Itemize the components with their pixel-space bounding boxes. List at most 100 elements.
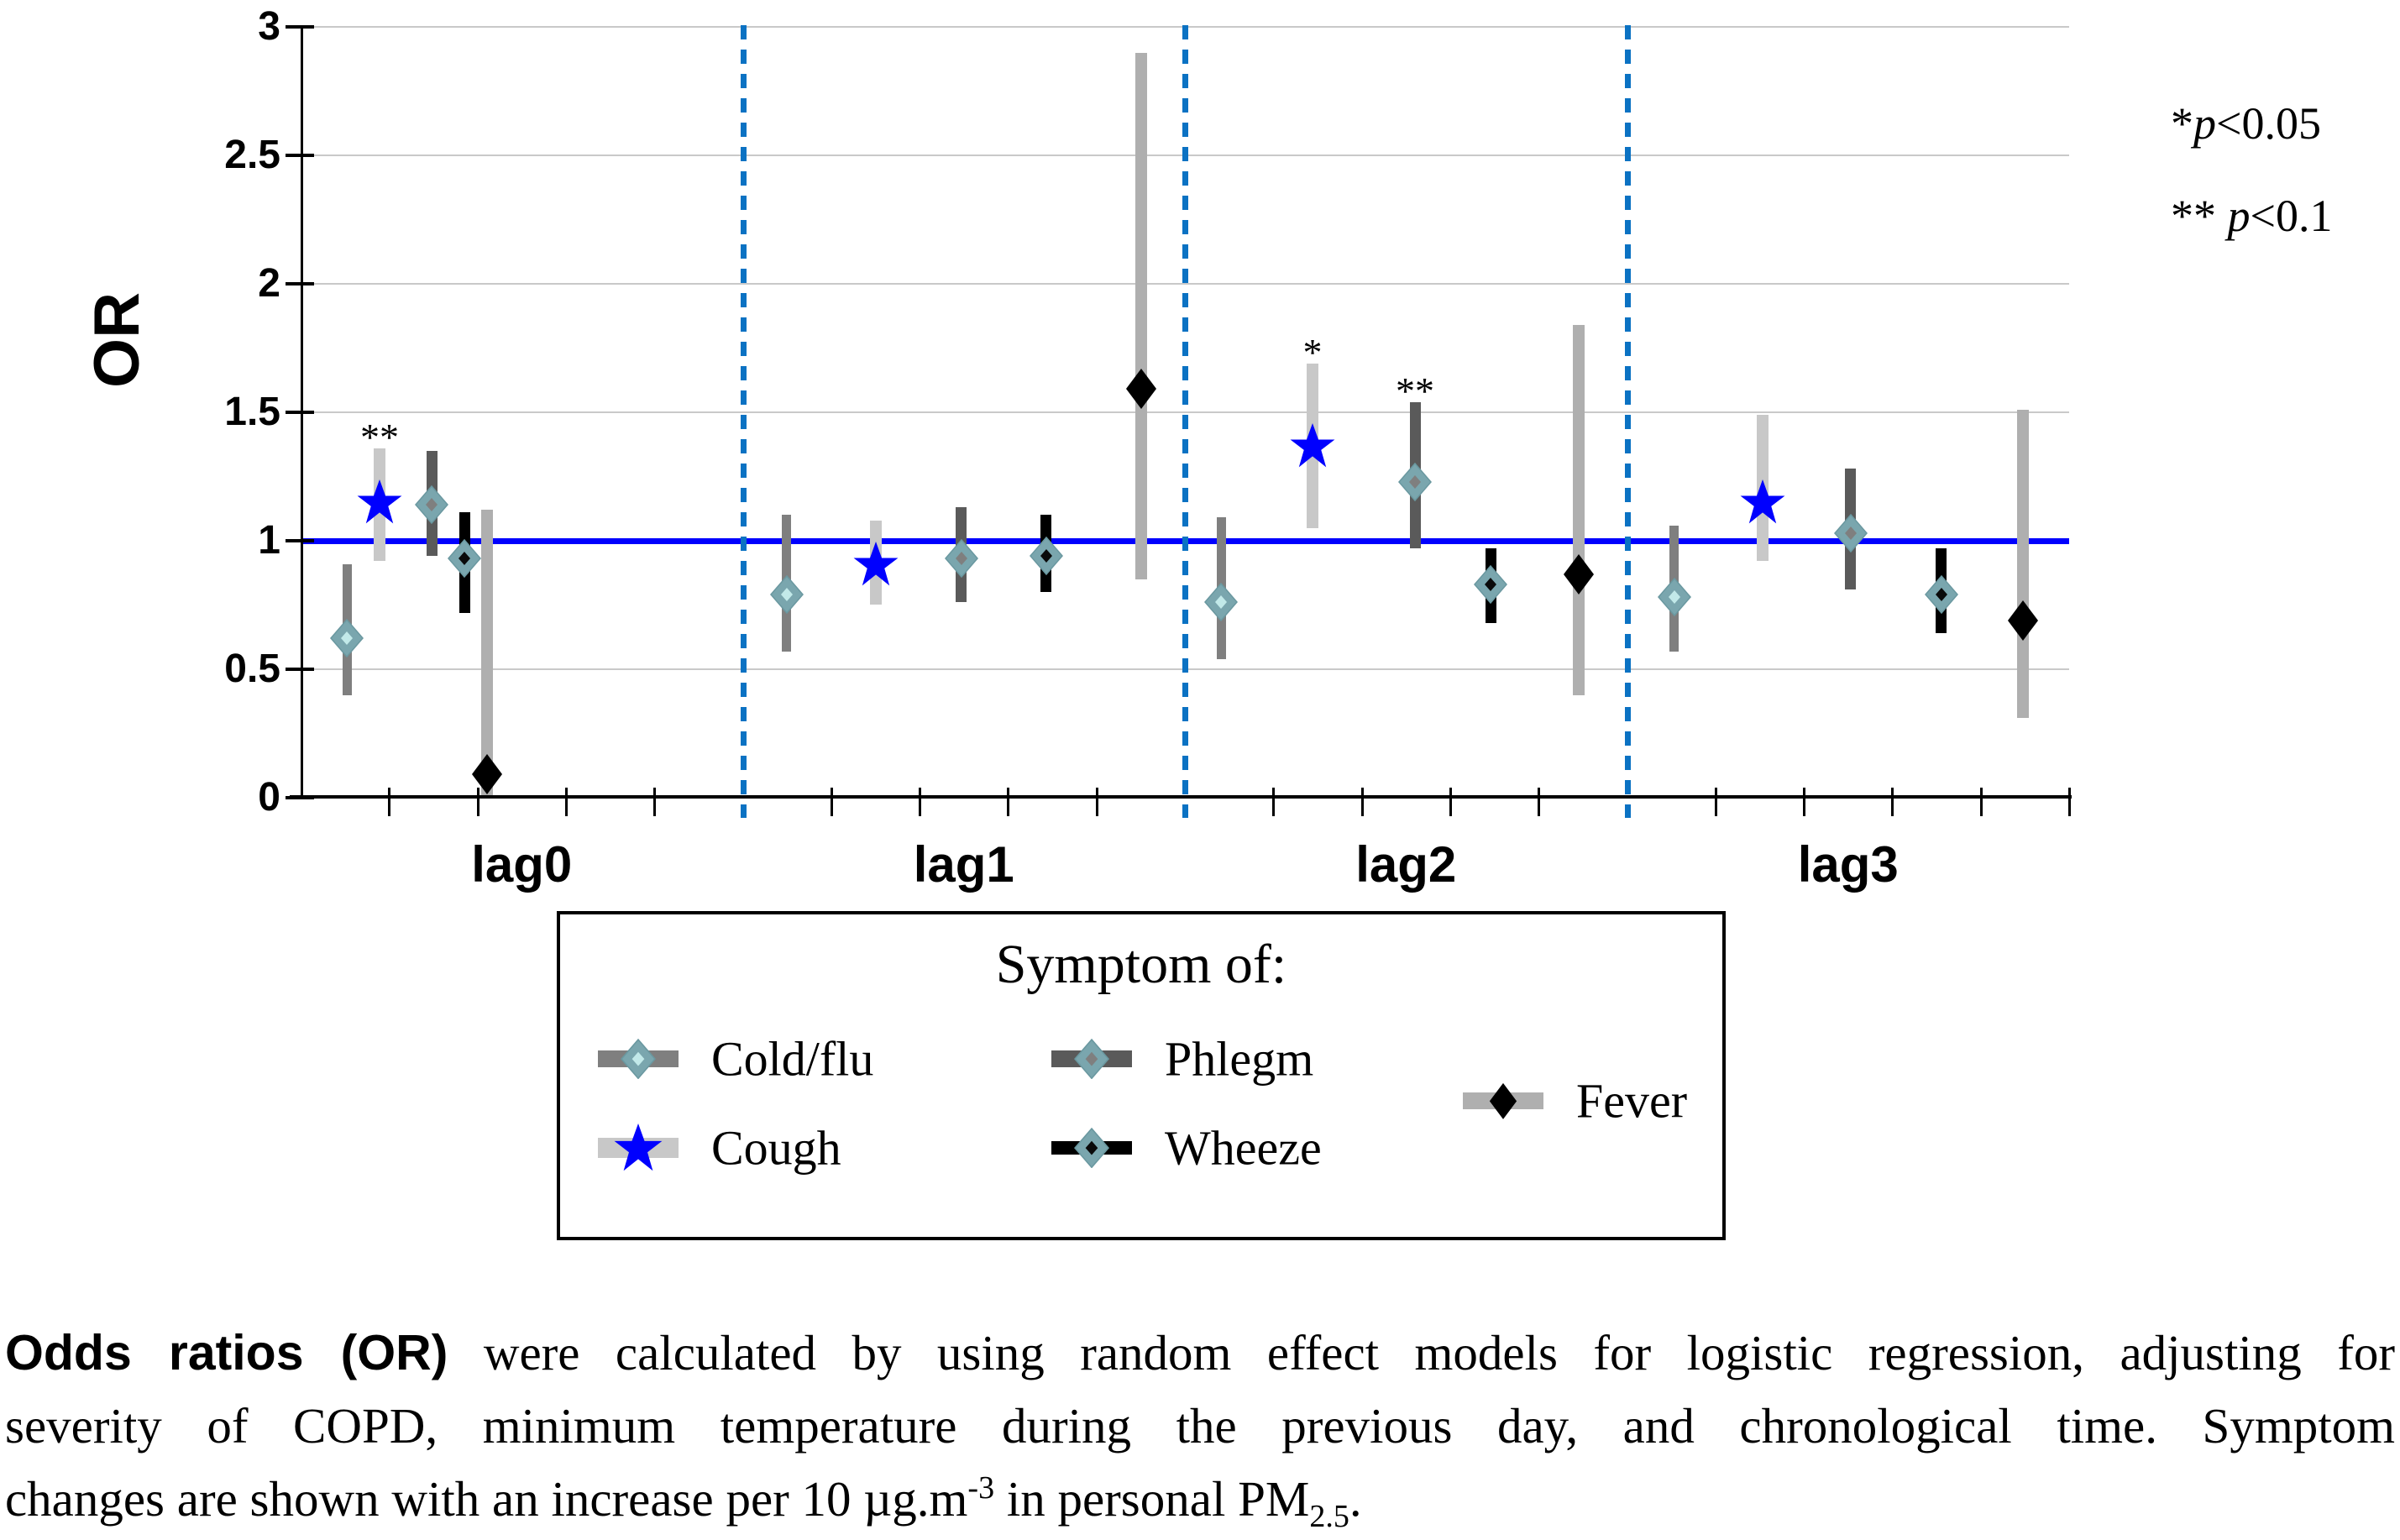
legend-marker-glyph: [1074, 1127, 1109, 1172]
y-axis-tick: [286, 282, 314, 285]
fever-marker-lag0: [471, 753, 503, 799]
x-axis-line: [290, 795, 2072, 799]
y-axis-line: [301, 25, 303, 798]
fever-errorbar-lag1: [1134, 52, 1147, 579]
fever-legend-marker-icon: [1463, 1074, 1543, 1128]
wheeze-marker-lag3: [1924, 575, 1958, 618]
legend-label: Phlegm: [1165, 1031, 1314, 1087]
significance-asterisk-lag2: **: [1396, 369, 1434, 412]
note-threshold: <0.05: [2216, 98, 2321, 149]
legend-box: Symptom of: Cold/flu Cough Phlegm Wheeze Fev…: [557, 911, 1726, 1240]
fever-marker-lag3: [2007, 600, 2039, 646]
legend-marker-glyph: [614, 1124, 663, 1176]
caption-line: severity of COPD, minimum temperature du…: [5, 1398, 2395, 1454]
wheeze-marker-lag0: [448, 539, 481, 582]
phlegm-marker-lag2: [1398, 462, 1432, 505]
fever-marker-lag1: [1125, 368, 1157, 414]
x-group-label-lag0: lag0: [471, 836, 573, 893]
y-axis-tick: [286, 25, 314, 29]
y-tick-label: 0.5: [224, 647, 280, 691]
legend-label: Cough: [711, 1120, 841, 1176]
caption-text: .: [1349, 1471, 1362, 1527]
phlegm-marker-lag0: [415, 485, 448, 528]
caption-superscript: -3: [967, 1470, 995, 1506]
legend-label: Wheeze: [1165, 1120, 1322, 1176]
cold-flu-marker-lag0: [330, 619, 364, 662]
phlegm-legend-marker-icon: [1051, 1032, 1132, 1086]
x-group-label-lag2: lag2: [1355, 836, 1457, 893]
x-axis-tick: [476, 788, 479, 816]
wheeze-legend-marker-icon: [1051, 1121, 1132, 1175]
y-tick-label: 0: [258, 775, 280, 820]
y-axis-tick: [286, 539, 314, 542]
cough-marker-lag3: [1740, 479, 1785, 529]
group-separator-line: [1624, 25, 1631, 818]
legend-marker-glyph: [1489, 1082, 1517, 1124]
x-group-label-lag1: lag1: [913, 836, 1014, 893]
phlegm-marker-lag1: [944, 539, 978, 582]
legend-label: Fever: [1576, 1073, 1688, 1129]
cold-flu-marker-lag3: [1657, 578, 1691, 621]
cough-legend-marker-icon: [598, 1121, 679, 1175]
plot-area: ** * **: [286, 25, 2072, 818]
x-axis-tick: [1803, 788, 1806, 816]
caption-lead: Odds ratios (OR): [5, 1325, 448, 1380]
caption-line: Odds ratios (OR) were calculated by usin…: [5, 1317, 2395, 1390]
x-axis-tick: [1272, 788, 1276, 816]
wheeze-marker-lag2: [1474, 564, 1507, 608]
x-axis-tick: [1979, 788, 1983, 816]
y-axis-tick: [286, 154, 314, 157]
x-axis-tick: [564, 788, 568, 816]
x-axis-tick: [653, 788, 657, 816]
legend-marker-glyph: [1074, 1038, 1109, 1083]
cold-flu-legend-marker-icon: [598, 1032, 679, 1086]
note-p: p: [2193, 98, 2216, 149]
y-axis-tick: [286, 668, 314, 671]
group-separator-line: [740, 25, 747, 818]
x-axis-tick: [1360, 788, 1364, 816]
y-axis-tick: [286, 411, 314, 414]
x-axis-tick: [1891, 788, 1894, 816]
phlegm-marker-lag3: [1833, 513, 1868, 557]
x-axis-tick: [1449, 788, 1452, 816]
figure-caption: Odds ratios (OR) were calculated by usin…: [5, 1317, 2395, 1540]
wheeze-marker-lag1: [1029, 537, 1063, 579]
caption-text: in personal PM: [994, 1471, 1310, 1527]
note-stars: **: [2171, 191, 2228, 241]
caption-text: were calculated by using random effect m…: [448, 1325, 2396, 1380]
x-axis-tick: [1095, 788, 1098, 816]
y-tick-label: 1: [258, 518, 280, 563]
cough-marker-lag2: [1290, 422, 1335, 473]
caption-line: changes are shown with an increase per 1…: [5, 1463, 2395, 1540]
note-stars: *: [2171, 98, 2193, 149]
legend-label: Cold/flu: [711, 1031, 874, 1087]
x-group-label-lag3: lag3: [1797, 836, 1899, 893]
x-axis-tick: [1714, 788, 1717, 816]
y-tick-label: 1.5: [224, 390, 280, 434]
x-axis-tick: [1007, 788, 1010, 816]
legend-bar: [1051, 1141, 1080, 1155]
cold-flu-marker-lag2: [1204, 583, 1238, 626]
x-axis-tick: [1538, 788, 1541, 816]
cough-marker-lag1: [853, 541, 899, 591]
fever-errorbar-lag3: [2016, 409, 2029, 719]
x-axis-tick: [2068, 788, 2071, 816]
legend-bar: [1103, 1141, 1132, 1155]
group-separator-line: [1182, 25, 1188, 818]
significance-notes: *p<0.05 ** p<0.1: [2171, 101, 2332, 285]
cough-marker-lag0: [357, 479, 402, 529]
x-axis-tick: [388, 788, 391, 816]
fever-marker-lag2: [1563, 553, 1595, 600]
caption-subscript: 2.5: [1309, 1499, 1349, 1535]
significance-asterisk-lag2: *: [1302, 330, 1323, 374]
note-threshold: <0.1: [2250, 191, 2333, 241]
legend-marker-glyph: [621, 1038, 656, 1083]
fever-errorbar-lag2: [1573, 324, 1585, 695]
fever-errorbar-lag0: [481, 510, 493, 795]
legend-title: Symptom of:: [995, 934, 1287, 995]
y-tick-label: 3: [258, 4, 280, 49]
x-axis-tick: [919, 788, 922, 816]
significance-note: ** p<0.1: [2171, 193, 2332, 238]
note-p: p: [2227, 191, 2251, 241]
